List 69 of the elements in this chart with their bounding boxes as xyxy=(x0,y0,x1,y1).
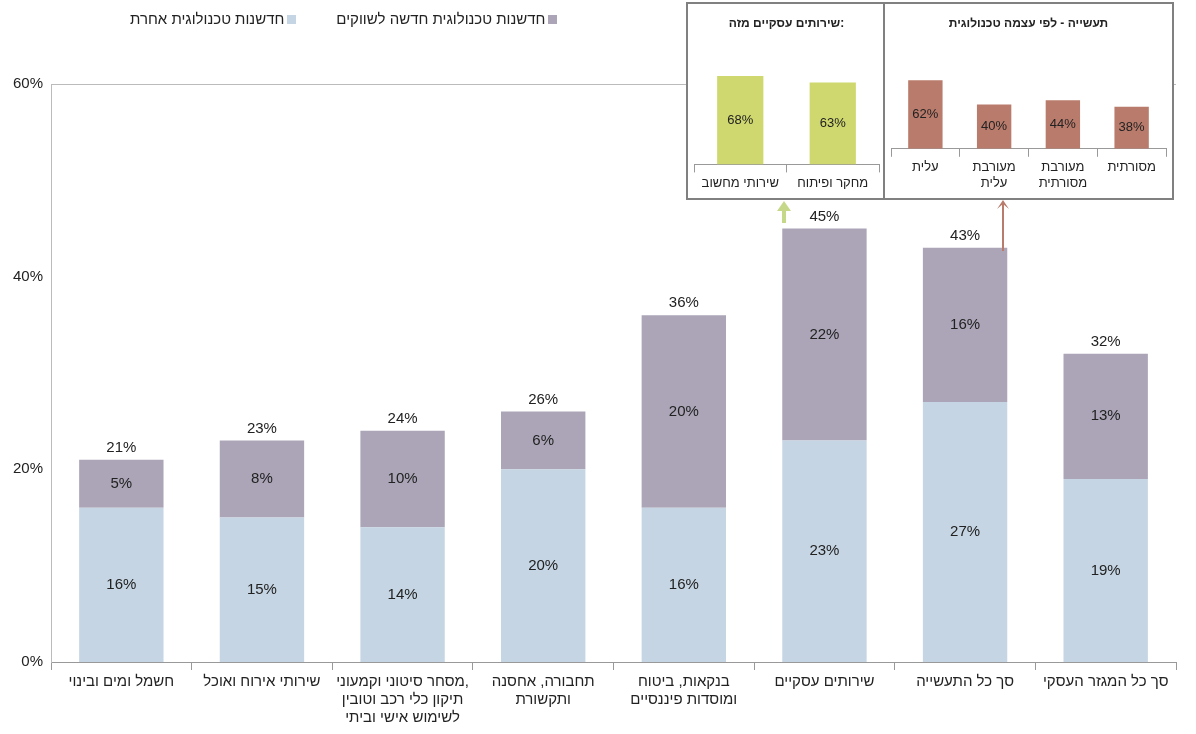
x-tick-label: מסורתית xyxy=(1107,159,1156,175)
data-label: 68% xyxy=(727,111,754,127)
bar xyxy=(782,440,867,662)
x-tick-label: מחקר ופיתוח xyxy=(797,174,869,190)
bar xyxy=(79,459,164,508)
bar xyxy=(501,469,586,662)
data-label: 40% xyxy=(981,118,1008,134)
data-label: 20% xyxy=(668,401,699,419)
total-label: 23% xyxy=(246,418,277,436)
bar xyxy=(360,430,445,528)
total-label: 24% xyxy=(387,408,418,426)
data-label: 20% xyxy=(528,555,559,573)
data-label: 13% xyxy=(1090,406,1121,424)
x-tick-label: מסחר סיטוני וקמעוני, תיקון כלי רכב וטובין לשימוש אישי וביתי xyxy=(336,672,469,726)
total-label: 45% xyxy=(809,206,840,224)
y-tick-label: 0% xyxy=(21,652,44,670)
chart-title: שירותים עסקיים מזה: xyxy=(728,15,845,30)
data-label: 16% xyxy=(106,575,137,593)
bar xyxy=(908,80,943,149)
y-tick-label: 20% xyxy=(12,459,44,477)
bar xyxy=(922,247,1008,402)
data-label: 8% xyxy=(251,469,273,487)
data-label: 16% xyxy=(668,575,699,593)
total-label: 36% xyxy=(668,293,699,311)
x-tick-label: חשמל ומים ובינוי xyxy=(68,672,175,690)
bar xyxy=(79,507,164,662)
data-label: 22% xyxy=(809,324,840,342)
bar xyxy=(1063,353,1148,479)
data-label: 38% xyxy=(1118,119,1146,135)
chart-title: תעשייה - לפי עצמה טכנולוגית xyxy=(948,15,1109,30)
legend-label: חדשנות טכנולוגית אחרת xyxy=(130,10,286,27)
x-tick-label: תחבורה, אחסנה ותקשורת xyxy=(491,672,595,708)
data-label: 15% xyxy=(246,579,277,597)
total-label: 43% xyxy=(950,225,981,243)
data-label: 14% xyxy=(387,584,418,602)
x-tick-label: מעורבת מסורתית xyxy=(1038,159,1088,190)
total-label: 21% xyxy=(106,437,137,455)
x-tick-label: שירותים עסקיים xyxy=(774,672,875,690)
bar xyxy=(641,507,727,662)
data-label: 6% xyxy=(532,430,555,448)
data-label: 27% xyxy=(950,522,981,540)
data-label: 62% xyxy=(912,106,939,122)
total-label: 26% xyxy=(528,389,559,407)
data-label: 10% xyxy=(387,469,418,487)
x-tick-label: שירותי מחשוב xyxy=(701,174,779,190)
legend-label: חדשנות טכנולוגית חדשה לשווקים xyxy=(336,10,547,27)
total-label: 32% xyxy=(1090,331,1121,349)
bar xyxy=(360,527,445,662)
bar xyxy=(1063,478,1148,662)
data-label: 63% xyxy=(819,115,847,131)
data-label: 44% xyxy=(1049,116,1077,132)
x-tick-label: סך כל המגזר העסקי xyxy=(1042,672,1169,690)
x-tick-label: בנקאות, ביטוח ומוסדות פיננסיים xyxy=(630,672,738,708)
data-label: 5% xyxy=(110,473,133,491)
data-label: 19% xyxy=(1090,560,1121,578)
data-label: 23% xyxy=(809,541,840,559)
bar xyxy=(219,440,305,518)
x-tick-label: שירותי אירוח ואוכל xyxy=(203,672,321,690)
y-tick-label: 60% xyxy=(12,74,44,92)
x-tick-label: עלית xyxy=(912,159,939,175)
data-label: 16% xyxy=(950,314,981,332)
bar xyxy=(641,315,727,508)
y-tick-label: 40% xyxy=(12,266,44,284)
x-tick-label: מעורבת עלית xyxy=(972,159,1016,190)
x-tick-label: סך כל התעשייה xyxy=(916,672,1015,690)
bar xyxy=(219,517,305,662)
bar xyxy=(922,401,1008,662)
bar xyxy=(501,411,586,470)
bar xyxy=(782,228,867,441)
